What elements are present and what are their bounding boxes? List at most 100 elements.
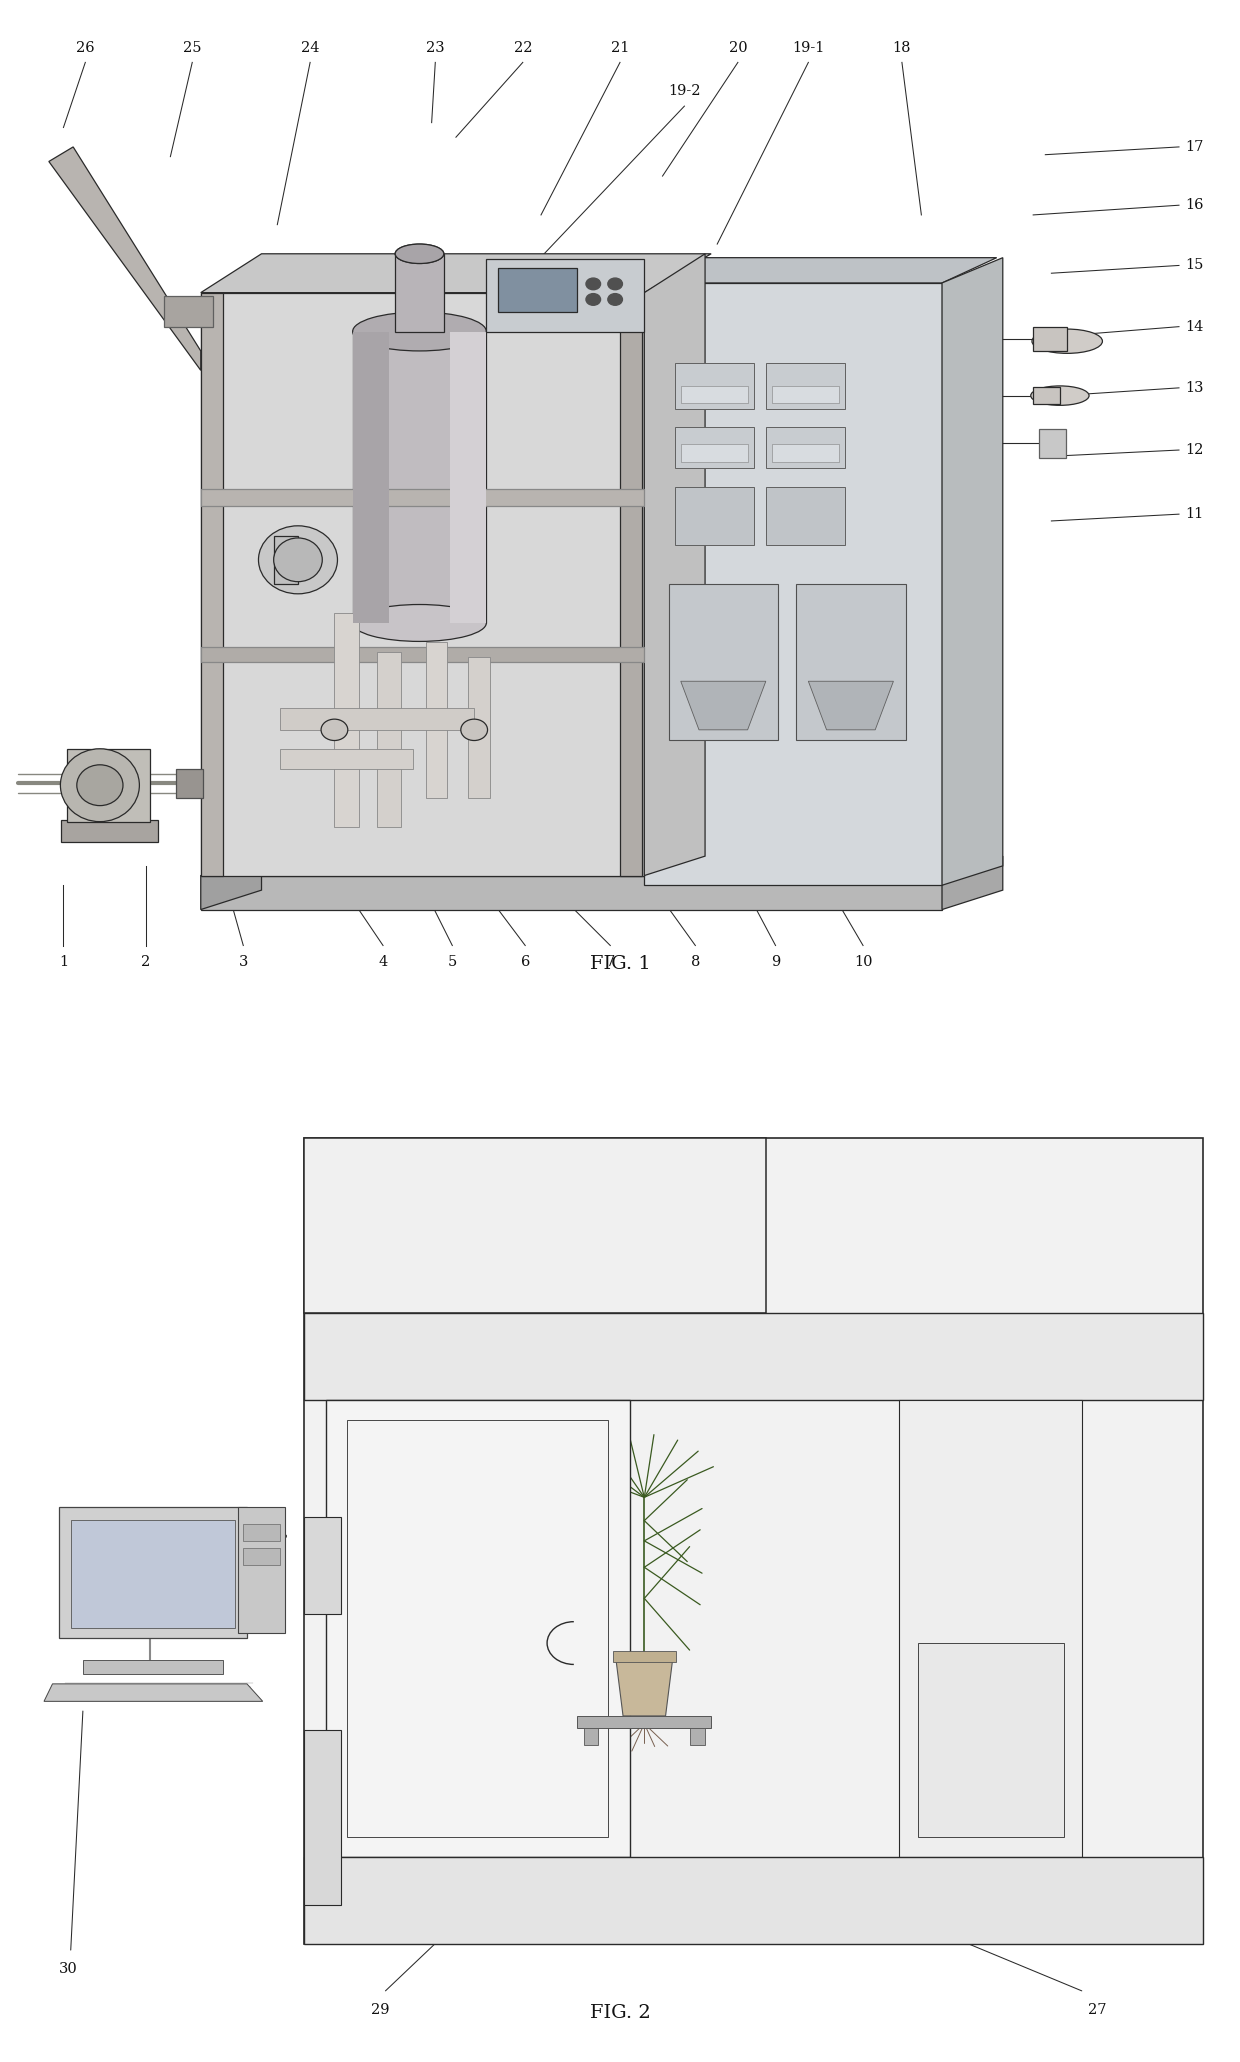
Bar: [396, 254, 444, 332]
Circle shape: [608, 278, 622, 291]
Text: 16: 16: [1185, 198, 1204, 212]
Text: 2: 2: [141, 955, 151, 969]
Bar: [899, 1400, 1081, 1856]
Text: 15: 15: [1185, 258, 1204, 272]
Bar: [691, 1728, 706, 1744]
Bar: [578, 1716, 712, 1728]
Bar: [766, 363, 844, 408]
Text: FIG. 2: FIG. 2: [590, 2004, 650, 2023]
Bar: [304, 1518, 341, 1615]
Ellipse shape: [1030, 386, 1089, 406]
Bar: [280, 749, 413, 769]
Ellipse shape: [274, 538, 322, 581]
Ellipse shape: [352, 311, 486, 351]
Bar: [796, 584, 905, 740]
Bar: [620, 293, 642, 876]
Bar: [766, 427, 844, 468]
Bar: [498, 268, 578, 311]
Bar: [1039, 429, 1066, 458]
Text: 8: 8: [691, 955, 701, 969]
Bar: [467, 658, 490, 798]
Bar: [201, 876, 942, 909]
Bar: [771, 386, 838, 404]
Text: 5: 5: [448, 955, 456, 969]
Bar: [486, 258, 645, 332]
Text: 18: 18: [893, 41, 911, 54]
Bar: [201, 647, 645, 662]
Text: 17: 17: [1185, 140, 1204, 155]
Text: 19-2: 19-2: [668, 85, 701, 99]
Polygon shape: [645, 258, 997, 282]
Bar: [613, 1652, 676, 1662]
Bar: [584, 1728, 598, 1744]
Text: 7: 7: [605, 955, 615, 969]
Text: 1: 1: [58, 955, 68, 969]
Polygon shape: [48, 146, 201, 371]
Text: 11: 11: [1185, 507, 1203, 522]
Bar: [675, 363, 754, 408]
Bar: [335, 612, 358, 827]
Bar: [377, 652, 402, 827]
Bar: [61, 821, 159, 841]
Text: 25: 25: [184, 41, 201, 54]
Polygon shape: [615, 1654, 673, 1716]
Ellipse shape: [1032, 330, 1102, 353]
Polygon shape: [942, 856, 1003, 909]
Bar: [645, 282, 942, 885]
Text: 9: 9: [771, 955, 780, 969]
Bar: [352, 332, 389, 623]
Text: 23: 23: [427, 41, 445, 54]
Circle shape: [587, 278, 600, 291]
Ellipse shape: [321, 720, 347, 740]
Bar: [201, 293, 645, 876]
Bar: [771, 443, 838, 462]
Ellipse shape: [352, 604, 486, 641]
Bar: [668, 584, 777, 740]
Text: 4: 4: [378, 955, 388, 969]
Bar: [201, 293, 223, 876]
Bar: [346, 1419, 608, 1837]
Bar: [675, 427, 754, 468]
Bar: [71, 1520, 234, 1629]
Polygon shape: [201, 254, 711, 293]
Bar: [304, 1856, 1203, 1944]
Text: 14: 14: [1185, 320, 1204, 334]
Polygon shape: [43, 1685, 263, 1701]
Bar: [58, 1507, 247, 1637]
Text: 26: 26: [76, 41, 94, 54]
Bar: [176, 769, 203, 798]
Ellipse shape: [61, 749, 139, 821]
Circle shape: [587, 293, 600, 305]
Bar: [304, 1138, 1203, 1944]
Polygon shape: [681, 680, 766, 730]
Bar: [201, 489, 645, 507]
Polygon shape: [645, 254, 706, 876]
Text: 24: 24: [301, 41, 320, 54]
Bar: [681, 443, 748, 462]
Text: 19-1: 19-1: [792, 41, 825, 54]
Text: 20: 20: [729, 41, 748, 54]
Bar: [675, 487, 754, 544]
Polygon shape: [201, 856, 262, 909]
Text: FIG. 1: FIG. 1: [590, 955, 650, 973]
Bar: [83, 1660, 223, 1674]
Bar: [67, 749, 150, 823]
Polygon shape: [808, 680, 893, 730]
Circle shape: [608, 293, 622, 305]
Bar: [238, 1507, 285, 1633]
Text: 3: 3: [238, 955, 248, 969]
Text: 27: 27: [1087, 2002, 1106, 2017]
Ellipse shape: [396, 243, 444, 264]
Bar: [243, 1549, 280, 1565]
Bar: [326, 1400, 630, 1856]
Bar: [304, 1138, 766, 1313]
Bar: [425, 643, 448, 798]
Text: 10: 10: [854, 955, 872, 969]
Bar: [164, 295, 213, 326]
Text: 21: 21: [611, 41, 629, 54]
Bar: [450, 332, 486, 623]
Bar: [243, 1524, 280, 1540]
Bar: [304, 1730, 341, 1905]
Text: 29: 29: [371, 2002, 389, 2017]
Text: 12: 12: [1185, 443, 1204, 458]
